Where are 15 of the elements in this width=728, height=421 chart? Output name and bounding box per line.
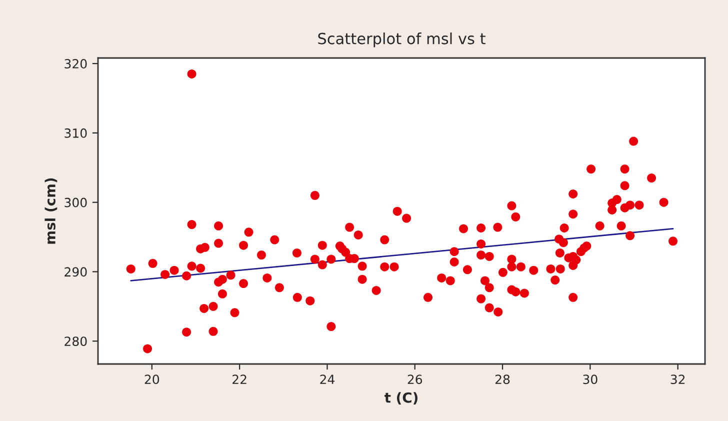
y-tick-label: 300 <box>64 198 87 208</box>
y-tick-label: 280 <box>64 336 87 346</box>
x-tick-label: 30 <box>583 374 598 384</box>
chart-title: Scatterplot of msl vs t <box>318 32 486 48</box>
x-tick-label: 20 <box>144 374 160 384</box>
y-axis-title: msl (cm) <box>44 178 58 244</box>
x-tick-label: 22 <box>232 374 246 384</box>
x-tick-label: 24 <box>320 374 334 384</box>
y-tick-label: 320 <box>64 59 87 68</box>
y-tick-label: 290 <box>64 267 87 277</box>
x-tick-label: 32 <box>670 374 685 384</box>
x-axis-title: t (C) <box>384 392 418 404</box>
y-tick-label: 310 <box>64 128 87 138</box>
x-tick-label: 28 <box>495 374 510 384</box>
x-tick-label: 26 <box>408 374 422 384</box>
